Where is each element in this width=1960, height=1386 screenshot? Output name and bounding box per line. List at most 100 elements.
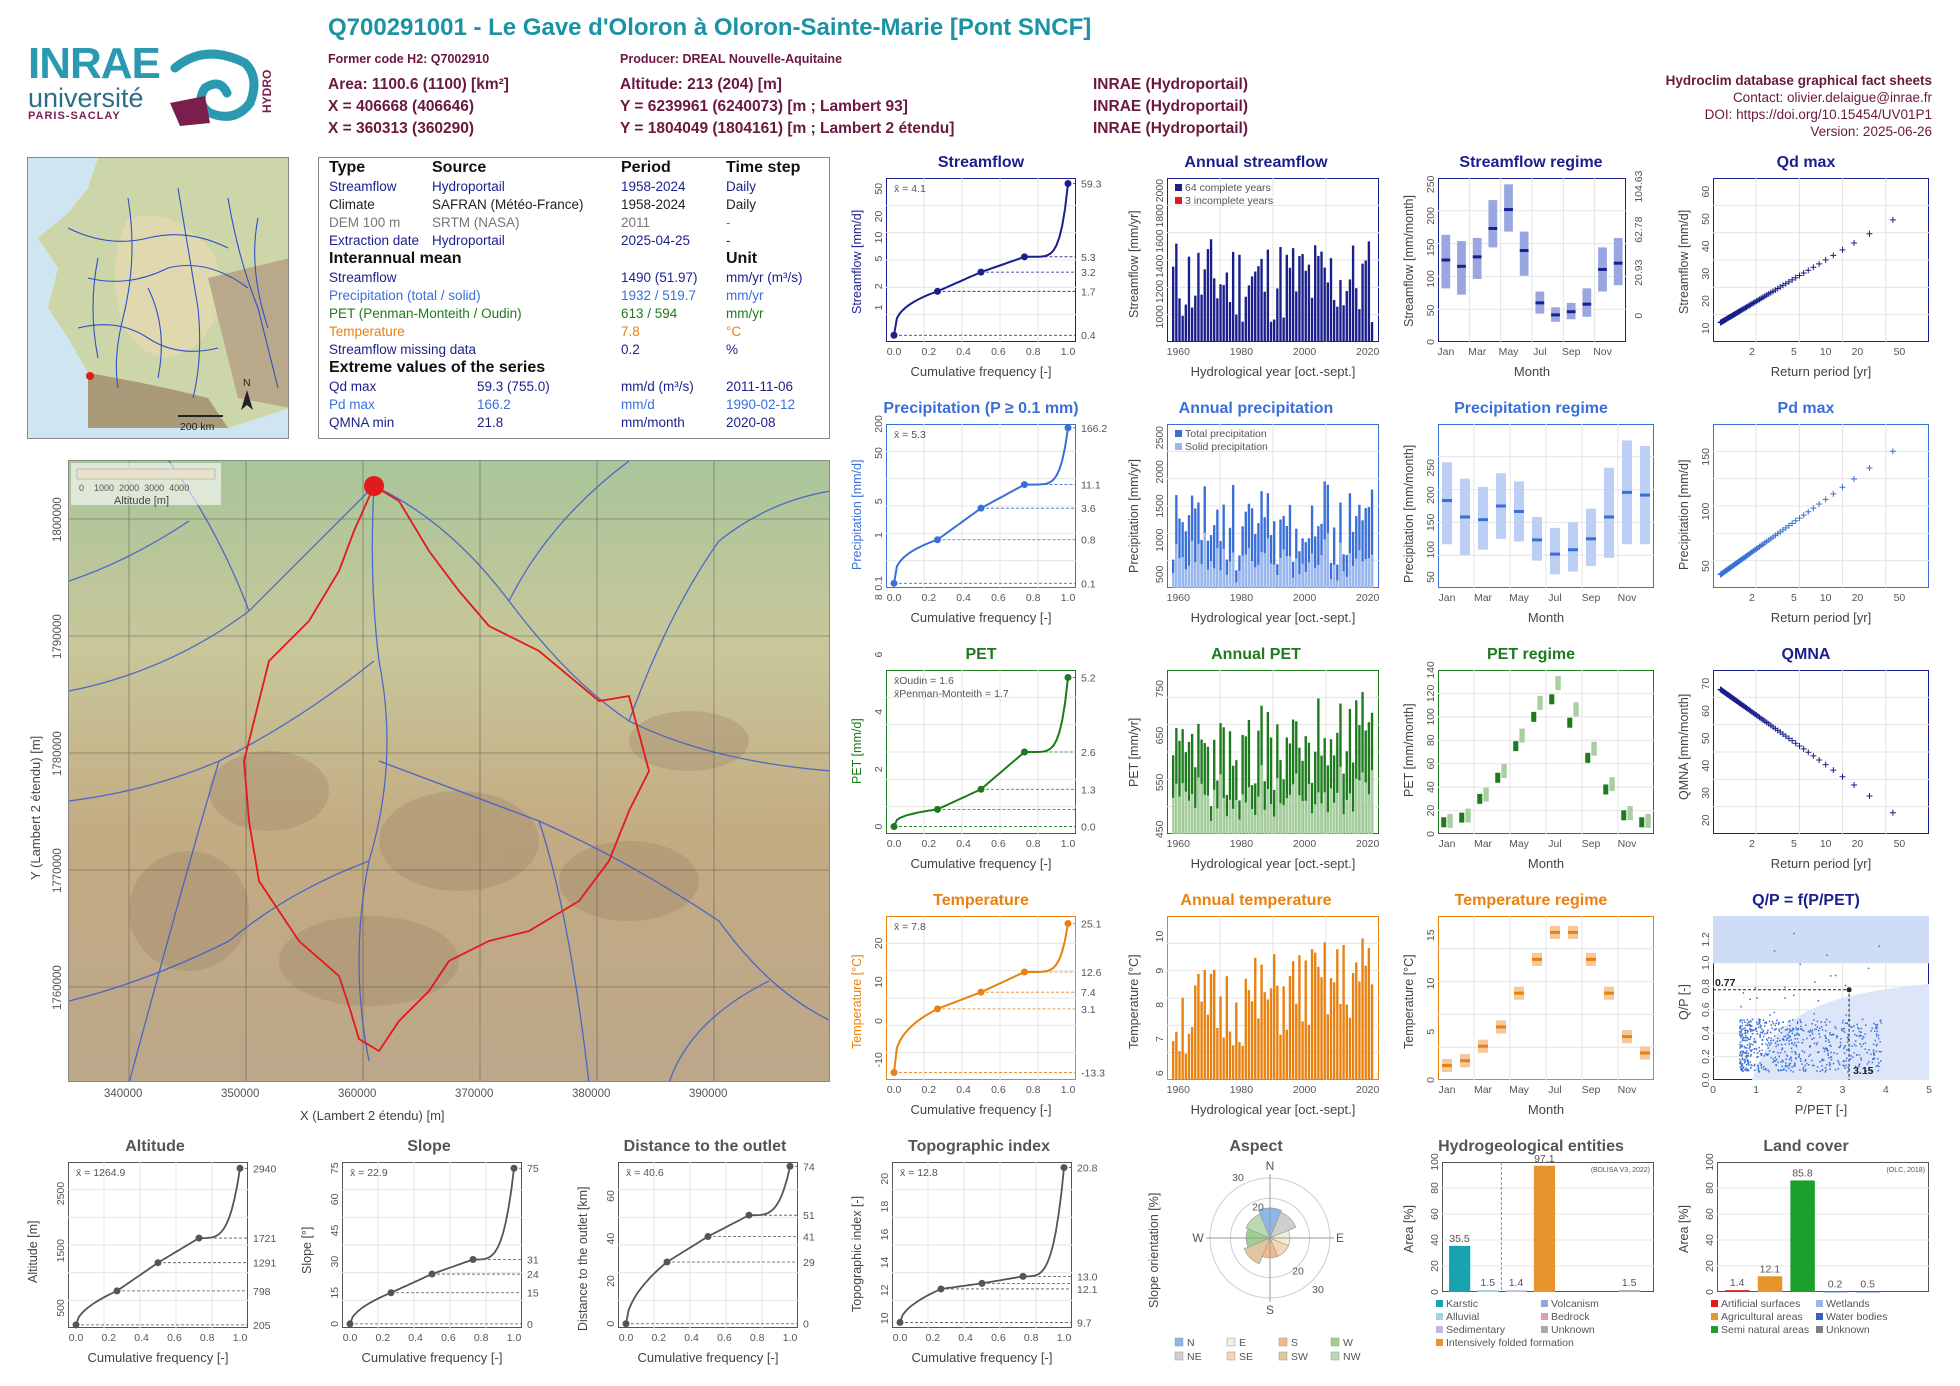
qp-ppet-point bbox=[1792, 994, 1795, 996]
annual-precip-bar bbox=[1225, 559, 1229, 588]
streamflow-cdf-ytick: 10 bbox=[873, 232, 885, 244]
topo-cdf-quantile-point bbox=[937, 1285, 945, 1293]
annual-pet-bar-secondary bbox=[1370, 770, 1374, 834]
qp-ppet-point bbox=[1746, 1059, 1749, 1061]
annual-precip-bar-secondary bbox=[1291, 577, 1295, 588]
land-cover-legend-label: Wetlands bbox=[1826, 1298, 1870, 1310]
qp-ppet-point bbox=[1811, 1029, 1814, 1031]
hydrogeology-svg: (BDLISA V3, 2022)35.51.5 1.497.11.5020406… bbox=[1429, 1153, 1654, 1349]
qp-ppet-point bbox=[1821, 1025, 1823, 1028]
qp-ppet-point bbox=[1742, 992, 1745, 994]
slope-cdf-xtick: 0.6 bbox=[441, 1332, 456, 1344]
th-source: Source bbox=[432, 159, 487, 176]
annual-streamflow-bar bbox=[1361, 263, 1364, 342]
qp-ppet-point bbox=[1745, 1064, 1748, 1066]
table-row: Climate SAFRAN (Météo-France) 1958-2024 Dai… bbox=[329, 197, 757, 212]
qp-ppet-point bbox=[1779, 1069, 1782, 1072]
distance-cdf-ytick: 20 bbox=[605, 1275, 617, 1287]
qp-ppet-point bbox=[1796, 1032, 1798, 1035]
qp-ppet-point bbox=[1745, 1035, 1747, 1037]
station-title: Q700291001 - Le Gave d'Oloron à Oloron-S… bbox=[328, 14, 1092, 41]
temp-regime-xtick: Nov bbox=[1618, 1084, 1637, 1096]
qp-ppet-point bbox=[1753, 1051, 1755, 1054]
qp-ppet-point bbox=[1836, 1036, 1838, 1039]
annual-precip-bar bbox=[1304, 542, 1307, 588]
qp-ppet-point bbox=[1766, 1032, 1768, 1035]
annual-streamflow-bar bbox=[1367, 241, 1371, 342]
distance-cdf-xtick: 0.4 bbox=[684, 1332, 699, 1344]
qp-ppet-point bbox=[1841, 1028, 1843, 1030]
qd-max-point bbox=[1866, 230, 1873, 237]
annual-precip-bar-secondary bbox=[1225, 574, 1229, 588]
qmna-xtick: 10 bbox=[1820, 838, 1832, 850]
annual-streamflow-bar bbox=[1231, 251, 1235, 342]
qp-ppet-point bbox=[1739, 1062, 1741, 1065]
qp-ppet-point bbox=[1834, 974, 1837, 977]
altitude-cdf-quantile-point bbox=[113, 1287, 121, 1295]
qp-ppet-point bbox=[1747, 1068, 1749, 1071]
hydrogeology-legend-swatch bbox=[1436, 1313, 1443, 1320]
qp-ppet-point bbox=[1745, 1069, 1747, 1072]
annual-pet-bar-secondary bbox=[1326, 812, 1330, 834]
qmna-point bbox=[1889, 809, 1896, 816]
annual-pet-bar-secondary bbox=[1276, 778, 1279, 834]
topo-cdf-ytick: 20 bbox=[879, 1173, 891, 1185]
qp-ppet-point bbox=[1774, 1024, 1777, 1027]
annual-streamflow-bar bbox=[1222, 285, 1225, 342]
qp-ppet-point bbox=[1796, 1022, 1799, 1025]
topo-cdf-mean-label: x̄ = 12.8 bbox=[900, 1167, 938, 1179]
qd-max-point bbox=[1822, 256, 1829, 263]
annual-pet-bar-secondary bbox=[1291, 784, 1295, 834]
aspect-ring-label: 30 bbox=[1232, 1172, 1244, 1184]
annual-precip-bar-secondary bbox=[1244, 554, 1247, 588]
qp-ppet-point bbox=[1836, 1052, 1838, 1055]
altitude-cdf-right-tick: 2940 bbox=[253, 1163, 277, 1175]
annual-pet-bar bbox=[1190, 733, 1194, 834]
streamflow-regime-median-mark bbox=[1457, 264, 1466, 268]
annual-streamflow-bar bbox=[1307, 264, 1311, 342]
annual-precip-bar-secondary bbox=[1276, 575, 1279, 588]
qp-ppet-point bbox=[1746, 1044, 1749, 1046]
qp-ppet-point bbox=[1740, 1063, 1742, 1066]
annual-streamflow-bar bbox=[1247, 285, 1251, 342]
qp-ppet-point bbox=[1758, 1050, 1761, 1052]
qp-ppet-point bbox=[1749, 1028, 1752, 1031]
land-cover-bar bbox=[1757, 1276, 1783, 1292]
precip-regime-range-box bbox=[1549, 527, 1561, 575]
qp-ppet-point bbox=[1800, 1060, 1802, 1062]
pd-max-xlabel: Return period [yr] bbox=[1770, 610, 1872, 625]
temp-regime-median-mark bbox=[1549, 930, 1561, 934]
annual-pet-bar bbox=[1367, 722, 1371, 834]
qp-ppet-point bbox=[1758, 1022, 1760, 1024]
annual-pet-bar-secondary bbox=[1244, 802, 1247, 834]
qp-ppet-point bbox=[1775, 1064, 1778, 1066]
qp-ppet-point bbox=[1864, 1033, 1866, 1035]
annual-pet-bar-secondary bbox=[1358, 780, 1361, 834]
basin-xtick: 350000 bbox=[221, 1088, 260, 1100]
qp-ppet-annotation-y: 0.77 bbox=[1715, 977, 1736, 989]
qp-ppet-point bbox=[1753, 1040, 1756, 1043]
qp-ppet-point bbox=[1741, 1035, 1743, 1037]
qp-ppet-point bbox=[1796, 1029, 1798, 1031]
annual-temp-bar bbox=[1238, 1042, 1241, 1080]
qp-ppet-point bbox=[1843, 1031, 1846, 1033]
qp-ppet-point bbox=[1739, 1043, 1741, 1046]
hydrogeology-legend-label: Volcanism bbox=[1551, 1298, 1599, 1310]
annual-pet-bar-secondary bbox=[1219, 774, 1222, 834]
qp-ppet-point bbox=[1876, 1023, 1879, 1026]
qp-ppet-point bbox=[1764, 1067, 1767, 1070]
annual-precip-bar bbox=[1222, 504, 1225, 588]
qp-ppet-point bbox=[1771, 1020, 1774, 1023]
temp-cdf-ytick: 20 bbox=[873, 937, 885, 949]
hydrogeology-legend-swatch bbox=[1541, 1326, 1548, 1333]
temp-cdf-xtick: 0.6 bbox=[991, 1084, 1006, 1096]
qp-ppet-point bbox=[1747, 1055, 1750, 1057]
qp-ppet-point bbox=[1839, 1046, 1841, 1048]
qp-ppet-point bbox=[1808, 1055, 1810, 1057]
annual-pet-title: Annual PET bbox=[1211, 646, 1301, 663]
annual-temp-bar bbox=[1273, 954, 1276, 1080]
temp-regime-title: Temperature regime bbox=[1454, 892, 1608, 909]
